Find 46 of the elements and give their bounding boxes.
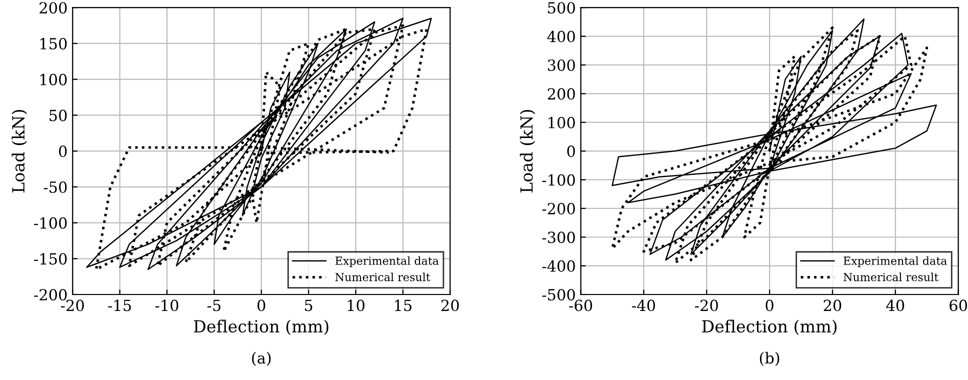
x-tick-label: -5 xyxy=(207,300,220,312)
y-tick-label: -100 xyxy=(542,174,575,186)
y-tick-label: 300 xyxy=(548,59,575,71)
y-tick-label: 150 xyxy=(40,38,67,50)
legend-label: Numerical result xyxy=(335,272,430,282)
y-tick-label: -200 xyxy=(542,202,575,214)
y-tick-label: -150 xyxy=(34,253,67,265)
x-tick-label: 15 xyxy=(395,300,412,312)
x-tick-label: 20 xyxy=(441,300,459,312)
y-tick-label: -100 xyxy=(34,217,67,229)
y-axis-title: Load (kN) xyxy=(12,110,27,192)
y-tick-label: -400 xyxy=(542,260,575,272)
y-tick-label: -50 xyxy=(44,181,67,193)
x-tick-label: 5 xyxy=(304,300,312,312)
y-tick-label: 100 xyxy=(548,116,575,128)
x-tick-label: 60 xyxy=(950,300,968,312)
y-axis-title: Load (kN) xyxy=(520,110,536,192)
y-tick-label: 500 xyxy=(548,2,575,14)
x-tick-label: 20 xyxy=(824,300,842,312)
x-tick-label: -40 xyxy=(632,300,656,312)
x-axis-title: Deflection (mm) xyxy=(194,320,328,335)
legend-label: Experimental data xyxy=(844,256,947,268)
legend-label: Experimental data xyxy=(335,256,439,268)
y-tick-label: -300 xyxy=(542,232,575,244)
x-tick-label: -20 xyxy=(60,300,84,312)
y-tick-label: -200 xyxy=(34,288,67,301)
x-tick-label: 0 xyxy=(258,300,266,312)
text: (b) xyxy=(760,352,780,366)
y-tick-label: 200 xyxy=(548,88,575,100)
y-tick-label: 400 xyxy=(547,30,575,42)
x-tick-label: -10 xyxy=(155,300,178,312)
y-tick-label: 0 xyxy=(567,146,575,158)
legend-label: Numerical result xyxy=(844,272,938,282)
x-tick-label: 10 xyxy=(348,300,364,312)
y-tick-label: 200 xyxy=(40,2,67,14)
y-tick-label: 100 xyxy=(40,74,67,86)
text: (a) xyxy=(252,352,271,366)
y-tick-label: 0 xyxy=(59,146,67,158)
x-tick-label: 0 xyxy=(766,300,774,312)
y-tick-label: -500 xyxy=(542,288,575,301)
x-tick-label: -60 xyxy=(569,300,592,312)
x-axis-title: Deflection (mm) xyxy=(702,320,837,335)
x-tick-label: 40 xyxy=(886,300,904,312)
x-tick-label: -15 xyxy=(108,300,131,312)
x-tick-label: -20 xyxy=(695,300,718,312)
y-tick-label: 50 xyxy=(50,110,67,122)
